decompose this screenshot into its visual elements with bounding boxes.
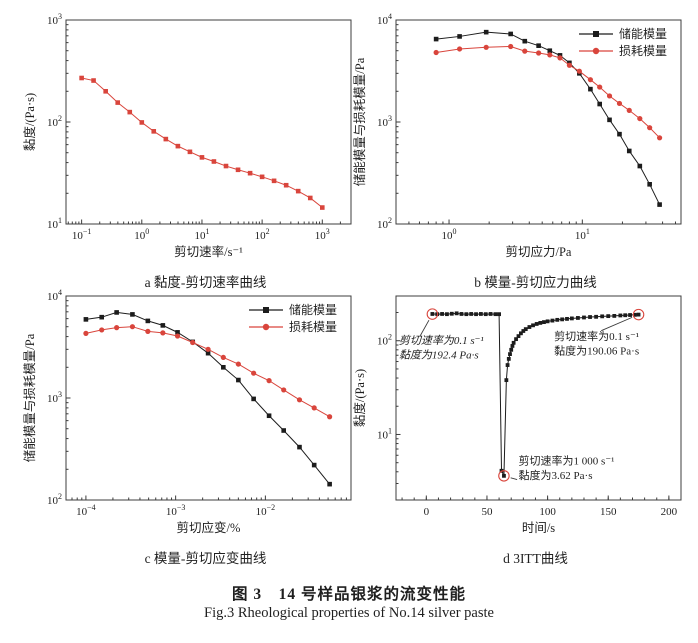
svg-text:101: 101 [194, 227, 209, 242]
annotation-leader-line [601, 316, 633, 332]
annotation-text: 黏度为3.62 Pa·s [519, 468, 593, 482]
series-line [436, 31, 661, 205]
annotation-ring-marker [426, 308, 439, 320]
svg-text:103: 103 [47, 390, 62, 405]
series-line [85, 326, 330, 418]
svg-text:101: 101 [47, 216, 62, 231]
x-axis-label: 剪切应变/% [177, 520, 241, 535]
svg-text:103: 103 [47, 12, 62, 27]
chart-c-block: 10−4 10−3 10−2 102 103 104 剪切应变/% 储能模量与损耗模量/Pa 储… [22, 288, 362, 567]
axis-ticks [65, 295, 352, 501]
axis-ticks [396, 295, 682, 501]
svg-text:200: 200 [661, 506, 678, 518]
annotation-text: 黏度为192.4 Pa·s [399, 348, 479, 361]
series-markers [79, 75, 325, 210]
series-markers [433, 43, 663, 141]
svg-text:10−2: 10−2 [256, 503, 276, 518]
y-axis-label: 储能模量与损耗模量/Pa [22, 333, 37, 462]
svg-text:102: 102 [47, 492, 62, 507]
chart-b-block: 100 101 102 103 104 剪切应力/Pa 储能模量与损耗模量/Pa 储能模量损耗… [352, 12, 692, 291]
plot-frame [395, 295, 682, 501]
annotation-text: 黏度为190.06 Pa·s [554, 343, 639, 357]
series-line [81, 77, 323, 208]
x-axis-label: 剪切速率/s⁻¹ [174, 244, 243, 259]
svg-text:10−1: 10−1 [72, 227, 92, 242]
axis-tick-labels: 10−1 100 101 102 103 101 102 103 [47, 12, 330, 242]
svg-text:102: 102 [47, 114, 62, 129]
svg-text:102: 102 [377, 216, 392, 231]
svg-text:100: 100 [134, 227, 149, 242]
figure-caption-zh: 图 3 14 号样品银浆的流变性能 [231, 586, 466, 603]
svg-text:100: 100 [539, 506, 556, 518]
annotation-text: 剪切速率为1 000 s⁻¹ [519, 453, 615, 467]
figure-caption-en: Fig.3 Rheological properties of No.14 si… [204, 605, 494, 621]
svg-text:104: 104 [47, 288, 62, 303]
axis-tick-labels: 100 101 102 103 104 [377, 12, 590, 242]
axis-tick-labels: 0 50 100 150 200 101 102 [377, 333, 678, 518]
chart-d-caption: d 3ITT曲线 [503, 551, 568, 566]
series-line [85, 311, 331, 485]
axis-tick-labels: 10−4 10−3 10−2 102 103 104 [47, 288, 275, 518]
chart-a-block: 10−1 100 101 102 103 101 102 103 剪切速率/s⁻¹ 黏度/(Pa·… [22, 12, 362, 291]
chart-c-canvas: 10−4 10−3 10−2 102 103 104 剪切应变/% 储能模量与损耗模量/Pa 储… [22, 288, 352, 535]
svg-text:102: 102 [377, 333, 392, 348]
chart-d-block: 0 50 100 150 200 101 102 时间/s 黏度/(Pa·s) 剪切速率为0.1 … [352, 288, 692, 567]
chart-b-caption: b 模量-剪切应力曲线 [474, 275, 597, 290]
axis-ticks [66, 19, 352, 225]
y-axis-label: 黏度/(Pa·s) [352, 369, 367, 427]
svg-text:104: 104 [377, 12, 392, 27]
x-axis-label: 时间/s [522, 521, 555, 535]
chart-c-caption: c 模量-剪切应变曲线 [144, 551, 267, 566]
series-markers [83, 324, 333, 420]
x-axis-label: 剪切应力/Pa [506, 244, 572, 259]
series-line [436, 45, 660, 139]
plot-frame [65, 19, 352, 225]
svg-text:150: 150 [600, 506, 617, 518]
y-axis-label: 黏度/(Pa·s) [22, 93, 37, 151]
chart-a-canvas: 10−1 100 101 102 103 101 102 103 剪切速率/s⁻¹ 黏度/(Pa·… [22, 12, 352, 259]
series-markers [83, 310, 332, 487]
svg-text:50: 50 [481, 506, 493, 518]
annotation-leader-line [510, 477, 518, 481]
svg-text:102: 102 [255, 227, 270, 242]
chart-a-caption: a 黏度-剪切速率曲线 [144, 275, 267, 290]
annotation-text: 剪切速率为0.1 s⁻¹ [399, 334, 484, 347]
svg-text:103: 103 [377, 114, 392, 129]
y-axis-label: 储能模量与损耗模量/Pa [352, 57, 367, 186]
svg-text:0: 0 [424, 506, 430, 518]
svg-text:101: 101 [377, 426, 392, 441]
legend-label: 储能模量 [289, 302, 337, 317]
annotation-leader-line [419, 319, 430, 336]
svg-text:101: 101 [575, 227, 590, 242]
annotation-text: 剪切速率为0.1 s⁻¹ [554, 329, 639, 343]
annotation-ring-marker [498, 470, 510, 482]
legend-label: 储能模量 [619, 26, 667, 41]
chart-d-canvas: 0 50 100 150 200 101 102 时间/s 黏度/(Pa·s) 剪切速率为0.1 … [352, 295, 682, 535]
svg-text:103: 103 [315, 227, 330, 242]
axis-ticks [395, 19, 676, 225]
svg-text:10−4: 10−4 [76, 503, 96, 518]
legend-label: 损耗模量 [619, 44, 667, 58]
svg-text:10−3: 10−3 [166, 503, 186, 518]
chart-b-canvas: 100 101 102 103 104 剪切应力/Pa 储能模量与损耗模量/Pa 储能模量损耗… [352, 12, 682, 259]
svg-text:100: 100 [442, 227, 457, 242]
legend-label: 损耗模量 [289, 320, 337, 334]
annotation-ring-marker [632, 308, 645, 321]
